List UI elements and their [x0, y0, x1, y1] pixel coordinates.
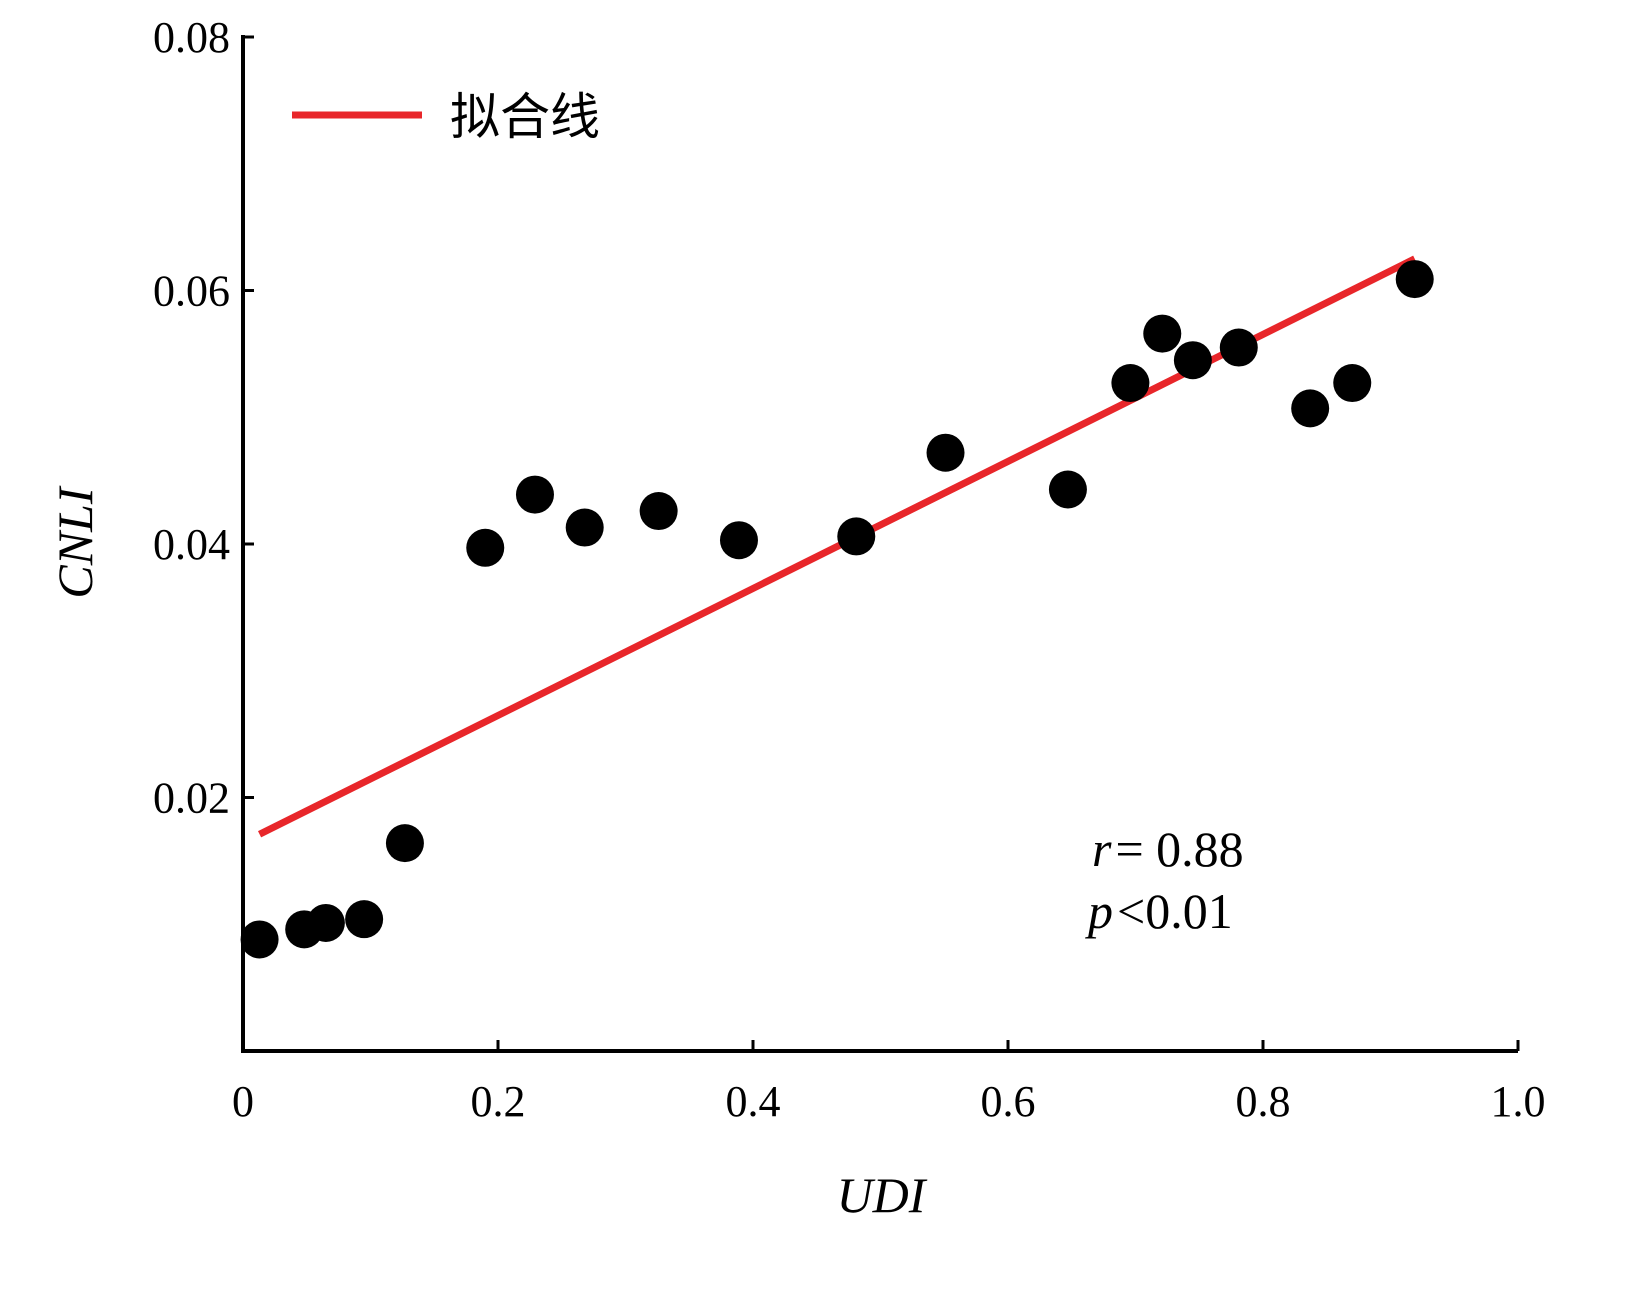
r-annotation: r= 0.88	[1092, 821, 1244, 877]
data-point	[1111, 364, 1150, 403]
p-value: <0.01	[1117, 883, 1233, 939]
p-symbol: p	[1085, 883, 1113, 939]
data-point	[1219, 328, 1258, 367]
data-point	[240, 920, 279, 959]
r-symbol: r	[1092, 821, 1112, 877]
legend: 拟合线	[292, 88, 600, 146]
points-layer	[240, 260, 1434, 959]
y-tick-label: 0.08	[153, 13, 230, 62]
data-point	[466, 528, 505, 567]
data-point	[639, 492, 678, 531]
x-ticks: 0 0.2 0.4 0.6 0.8 1.0	[232, 1040, 1546, 1126]
data-point	[306, 903, 345, 942]
x-tick-label: 0.2	[471, 1077, 526, 1126]
data-point	[385, 824, 424, 863]
x-axis-title: UDI	[837, 1167, 928, 1223]
data-point	[345, 900, 384, 939]
data-point	[1173, 341, 1212, 380]
x-tick-label: 0.6	[981, 1077, 1036, 1126]
data-point	[926, 433, 965, 472]
y-tick-label: 0.02	[153, 774, 230, 823]
x-tick-label: 0.4	[726, 1077, 781, 1126]
data-point	[719, 521, 758, 560]
y-tick-label: 0.04	[153, 520, 230, 569]
x-tick-label: 0	[232, 1077, 254, 1126]
data-point	[1291, 389, 1330, 428]
legend-label: 拟合线	[450, 88, 600, 146]
y-tick-label: 0.06	[153, 267, 230, 316]
data-point	[1395, 260, 1434, 299]
data-point	[1048, 470, 1087, 509]
data-point	[837, 517, 876, 556]
x-tick-label: 1.0	[1491, 1077, 1546, 1126]
y-axis-title: CNLI	[47, 485, 103, 599]
data-point	[1333, 364, 1372, 403]
y-ticks: 0.02 0.04 0.06 0.08	[153, 13, 254, 823]
data-point	[565, 508, 604, 547]
x-tick-label: 0.8	[1236, 1077, 1291, 1126]
axes	[241, 35, 1518, 1053]
p-annotation: p<0.01	[1085, 883, 1233, 939]
data-point	[1143, 314, 1182, 353]
r-value: = 0.88	[1115, 821, 1243, 877]
data-point	[515, 475, 554, 514]
